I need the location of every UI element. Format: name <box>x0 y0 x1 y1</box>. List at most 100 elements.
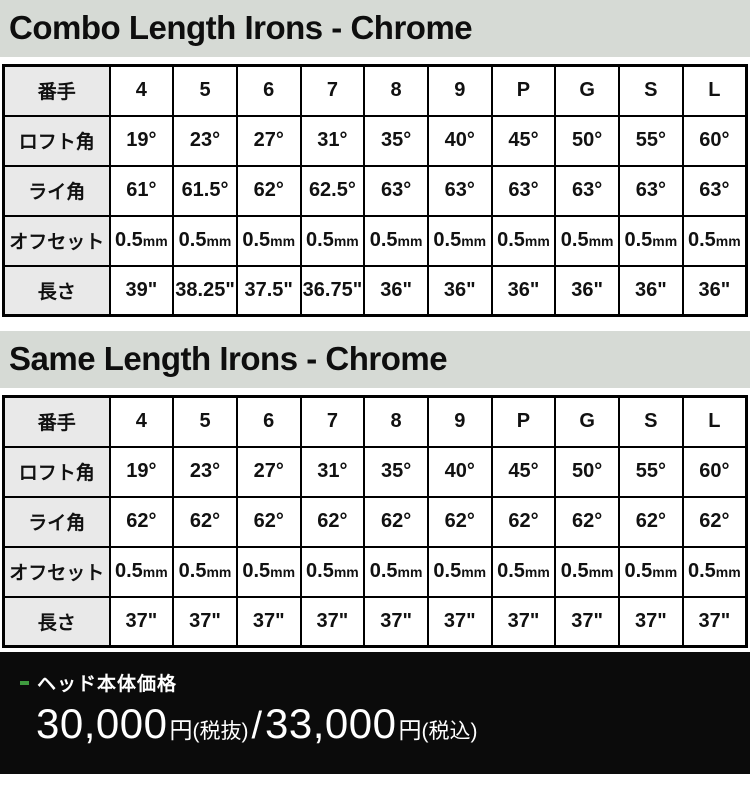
spec-value-cell: 0.5mm <box>426 214 493 267</box>
spec-value-cell: 37" <box>108 595 175 648</box>
row-label: ロフト角 <box>2 445 111 498</box>
spec-value-cell: 36" <box>618 264 684 317</box>
spec-value-cell: 0.5mm <box>618 545 684 598</box>
spec-value-cell: 36" <box>554 264 620 317</box>
spec-value-cell: 63° <box>618 164 684 217</box>
spec-value-cell: 39" <box>108 264 175 317</box>
club-number-cell: 7 <box>299 64 366 117</box>
spec-value-cell: 0.5mm <box>108 545 175 598</box>
spec-value-cell: 55° <box>618 114 684 167</box>
spec-value-cell: 37" <box>235 595 302 648</box>
club-number-cell: G <box>554 395 620 448</box>
spec-value-cell: 31° <box>299 114 366 167</box>
spec-value-cell: 38.25" <box>172 264 238 317</box>
spec-value-cell: 50° <box>554 114 620 167</box>
price-excl-tax-amount: 30,000 <box>36 700 168 747</box>
spec-value-cell: 0.5mm <box>172 214 238 267</box>
spec-value-cell: 62° <box>108 495 175 548</box>
spec-value-cell: 0.5mm <box>618 214 684 267</box>
spec-value-cell: 35° <box>363 114 429 167</box>
spec-value-cell: 31° <box>299 445 366 498</box>
yen-label-excl: 円 <box>169 717 193 743</box>
spec-value-cell: 0.5mm <box>299 214 366 267</box>
spec-value-cell: 61.5° <box>172 164 238 217</box>
mm-unit: mm <box>715 564 741 580</box>
club-number-cell: 9 <box>426 395 493 448</box>
price-row: 30,000円(税抜)/33,000円(税込) <box>20 698 750 760</box>
spec-value-cell: 50° <box>554 445 620 498</box>
spec-value-cell: 27° <box>235 114 302 167</box>
table-row-4: 長さ 39" 38.25" 37.5" 36.75" 36" 36" 36" 36" 36" 36" <box>2 264 748 317</box>
price-incl-tax-amount: 33,000 <box>265 700 397 747</box>
spec-value-cell: 0.5mm <box>299 545 366 598</box>
spec-value-cell: 40° <box>426 114 493 167</box>
spec-value-cell: 0.5mm <box>490 214 557 267</box>
spec-value-cell: 37" <box>426 595 493 648</box>
mm-unit: mm <box>588 564 614 580</box>
club-number-cell: 6 <box>235 64 302 117</box>
spec-value-cell: 37" <box>490 595 557 648</box>
spec-value-cell: 62° <box>426 495 493 548</box>
spec-value-cell: 0.5mm <box>554 545 620 598</box>
club-number-cell: S <box>618 64 684 117</box>
tax-excluded-label: (税抜) <box>192 720 249 743</box>
spec-value-cell: 37" <box>618 595 684 648</box>
spec-value-cell: 63° <box>681 164 748 217</box>
spec-value-cell: 62° <box>681 495 748 548</box>
spec-value-cell: 62° <box>235 164 302 217</box>
table-row-0: 番手 4 5 6 7 8 9 P G S L <box>2 64 748 117</box>
club-number-cell: L <box>681 64 748 117</box>
row-label: 長さ <box>2 595 111 648</box>
spec-value-cell: 36.75" <box>299 264 366 317</box>
spec-value-cell: 27° <box>235 445 302 498</box>
mm-unit: mm <box>461 564 487 580</box>
price-label-row: ヘッド本体価格 <box>20 669 750 696</box>
spec-value-cell: 0.5mm <box>681 545 748 598</box>
spec-value-cell: 62° <box>363 495 429 548</box>
mm-unit: mm <box>397 564 423 580</box>
mm-unit: mm <box>206 564 232 580</box>
club-number-cell: 5 <box>172 395 238 448</box>
spec-value-cell: 62.5° <box>299 164 366 217</box>
table-row-1: ロフト角 19° 23° 27° 31° 35° 40° 45° 50° 55° 60° <box>2 114 748 167</box>
spec-value-cell: 36" <box>426 264 493 317</box>
price-separator: / <box>251 705 263 747</box>
spec-value-cell: 0.5mm <box>554 214 620 267</box>
spec-value-cell: 0.5mm <box>681 214 748 267</box>
mm-unit: mm <box>715 233 741 249</box>
spec-value-cell: 19° <box>108 445 175 498</box>
spec-value-cell: 37" <box>363 595 429 648</box>
spec-value-cell: 0.5mm <box>235 545 302 598</box>
spec-value-cell: 36" <box>490 264 557 317</box>
table-row-4: 長さ 37" 37" 37" 37" 37" 37" 37" 37" 37" 37" <box>2 595 748 648</box>
tax-included-label: (税込) <box>421 720 478 743</box>
row-label: ライ角 <box>2 495 111 548</box>
row-label: 番手 <box>2 64 111 117</box>
section-title-same-length: Same Length Irons - Chrome <box>0 331 750 388</box>
row-label: 長さ <box>2 264 111 317</box>
table-row-2: ライ角 61° 61.5° 62° 62.5° 63° 63° 63° 63° 63° 63° <box>2 164 748 217</box>
spec-value-cell: 36" <box>681 264 748 317</box>
spec-value-cell: 62° <box>172 495 238 548</box>
same-length-irons-table: 番手 4 5 6 7 8 9 P G S L ロフト角 19° 23° 27° 31° 35° 40° 45° 50°… <box>2 395 748 648</box>
spec-value-cell: 19° <box>108 114 175 167</box>
spec-value-cell: 37" <box>554 595 620 648</box>
spec-value-cell: 37" <box>299 595 366 648</box>
row-label: ライ角 <box>2 164 111 217</box>
mm-unit: mm <box>333 233 359 249</box>
mm-unit: mm <box>524 564 550 580</box>
mm-unit: mm <box>652 233 678 249</box>
spec-value-cell: 0.5mm <box>172 545 238 598</box>
club-number-cell: 7 <box>299 395 366 448</box>
mm-unit: mm <box>397 233 423 249</box>
spec-value-cell: 37.5" <box>235 264 302 317</box>
table-row-0: 番手 4 5 6 7 8 9 P G S L <box>2 395 748 448</box>
spec-value-cell: 62° <box>235 495 302 548</box>
table-row-2: ライ角 62° 62° 62° 62° 62° 62° 62° 62° 62° 62° <box>2 495 748 548</box>
club-number-cell: 4 <box>108 64 175 117</box>
combo-length-irons-table: 番手 4 5 6 7 8 9 P G S L ロフト角 19° 23° 27° 31° 35° 40° 45° 50°… <box>2 64 748 317</box>
spec-value-cell: 35° <box>363 445 429 498</box>
club-number-cell: 9 <box>426 64 493 117</box>
spec-value-cell: 63° <box>554 164 620 217</box>
spec-value-cell: 23° <box>172 114 238 167</box>
